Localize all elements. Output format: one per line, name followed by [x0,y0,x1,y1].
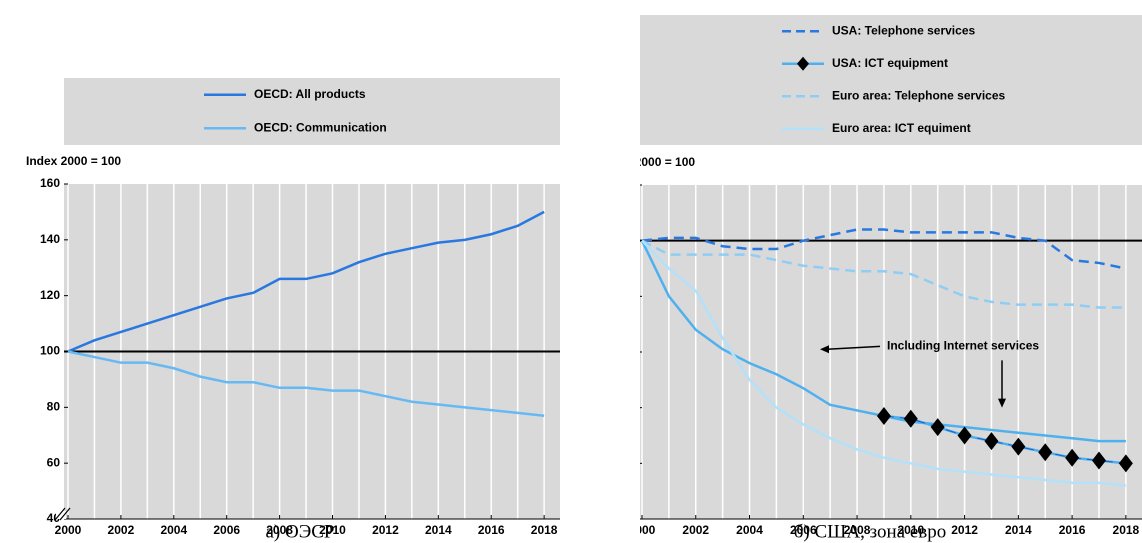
diamond-marker [903,409,918,428]
x-tick-label: 2018 [531,523,558,537]
legend-marker [797,56,809,71]
x-tick-label: 2018 [1113,523,1140,537]
y-tick-label: 100 [40,344,60,358]
diamond-marker [1038,443,1053,462]
y-tick-label: 140 [40,232,60,246]
y-tick-label: 20 [621,456,635,470]
axis-break-gap [56,511,66,519]
y-tick-label: 0 [627,511,634,525]
x-tick-label: 2002 [108,523,135,537]
legend-box [640,15,1142,145]
y-tick-label: 120 [614,177,634,191]
chart-panel: 2000 2002 2004 2006 2008 2010 2012 2014 2016 2018… [26,78,560,542]
y-axis-label: Index 2000 = 100 [600,155,695,169]
x-tick-label: 2012 [951,523,978,537]
x-tick-label: 2014 [425,523,452,537]
x-tick-label: 2002 [682,523,709,537]
annotation-arrow [826,345,881,350]
series-line [641,239,1126,487]
x-tick-label: 2010 [319,523,346,537]
x-tick-label: 2004 [160,523,187,537]
x-tick-label: 2006 [213,523,240,537]
y-tick-label: 60 [47,455,61,469]
legend-label: Euro area: ICT equiment [832,121,971,135]
y-tick-label: 160 [40,176,60,190]
diamond-marker [984,432,999,451]
x-tick-label: 2006 [790,523,817,537]
y-tick-label: 80 [47,400,61,414]
arrow-head [998,398,1006,408]
y-tick-label: 120 [40,288,60,302]
series-line [67,210,545,353]
x-tick-label: 2016 [478,523,505,537]
diamond-marker [930,418,945,437]
x-tick-label: 2016 [1059,523,1086,537]
x-tick-label: 2000 [55,523,82,537]
legend-label: Euro area: Telephone services [832,88,1006,102]
caption: б) США, зона евро [794,521,946,542]
diamond-marker [957,426,972,445]
y-tick-label: 100 [614,233,634,247]
series-line [641,228,1127,270]
y-tick-label: 60 [621,344,635,358]
series-line [67,350,545,417]
arrow-head [820,345,829,354]
x-tick-label: 2000 [629,523,656,537]
y-tick-label: 80 [621,289,635,303]
y-tick-label: 40 [621,400,635,414]
x-tick-label: 2004 [736,523,763,537]
legend-box [64,78,560,145]
series-line [641,239,1126,309]
diamond-marker [1118,454,1133,473]
x-tick-label: 2008 [844,523,871,537]
axis-break [54,507,71,521]
diamond-marker [1091,451,1106,470]
chart-panel: 2000 2002 2004 2006 2008 2010 2012 2014 2016 2018… [600,15,1142,542]
diamond-marker [1011,437,1026,456]
diamond-marker [1065,448,1080,467]
x-tick-label: 2008 [266,523,293,537]
caption: а) ОЭСР [265,521,334,542]
x-tick-label: 2012 [372,523,399,537]
diamond-marker [876,407,891,426]
y-axis-label: Index 2000 = 100 [26,154,121,168]
x-tick-label: 2014 [1005,523,1032,537]
legend-label: OECD: Communication [254,120,387,134]
series-line-dashes [883,415,1126,464]
legend-label: USA: ICT equipment [832,56,948,70]
legend-label: USA: Telephone services [832,23,975,37]
legend-label: OECD: All products [254,87,366,101]
annotation: Including Internet services [887,339,1039,353]
x-tick-label: 2010 [897,523,924,537]
